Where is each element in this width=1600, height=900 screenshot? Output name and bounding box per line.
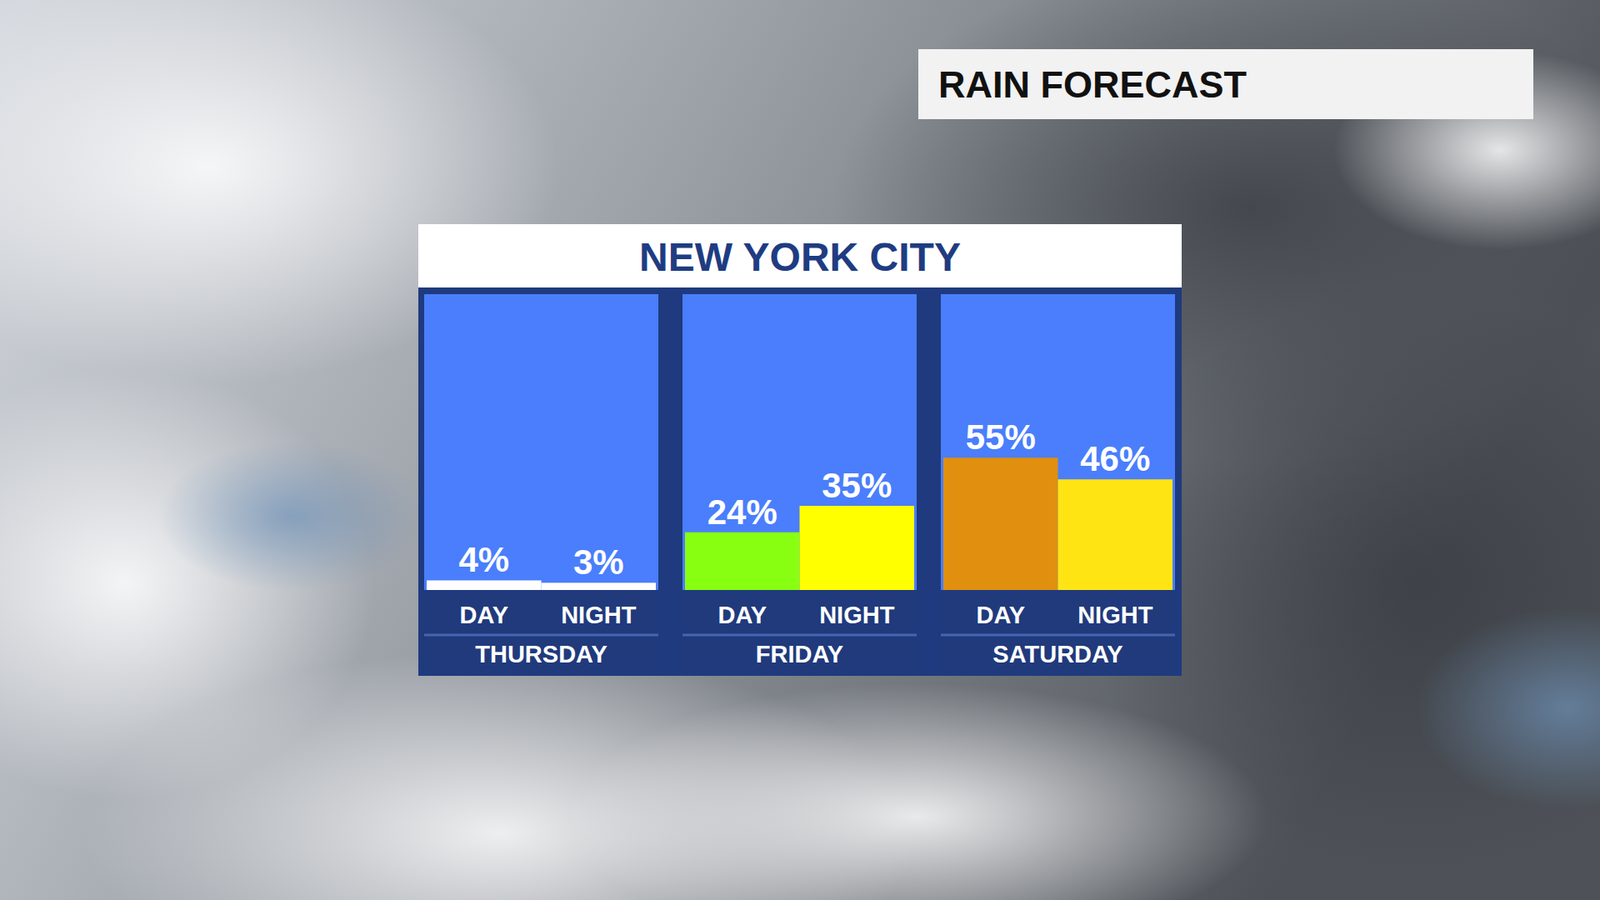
x-axis: DAY NIGHT [685, 590, 915, 630]
data-label: 55% [965, 417, 1036, 457]
axis-line [685, 590, 915, 591]
separator [424, 634, 659, 637]
background [0, 0, 1600, 900]
x-axis: DAY NIGHT [427, 590, 657, 630]
bar [943, 457, 1059, 590]
tick: DAY [459, 601, 509, 629]
tick: NIGHT [1077, 601, 1154, 629]
label-row [424, 591, 659, 671]
plot-area [682, 294, 917, 590]
plot-area [424, 294, 659, 590]
cloud [158, 441, 425, 592]
label-row [682, 591, 917, 671]
plot-area [940, 294, 1175, 590]
title: NEW YORK CITY [639, 235, 961, 280]
bar [685, 532, 800, 590]
tick-label: DAY [459, 601, 509, 629]
axis-line [427, 590, 657, 591]
group-label: SATURDAY [992, 640, 1123, 668]
axis-line [944, 590, 1174, 591]
tick-label: NIGHT [819, 601, 895, 629]
bars [426, 457, 1173, 590]
tick: DAY [717, 601, 767, 629]
tick-label: DAY [975, 601, 1025, 629]
bar [541, 582, 657, 590]
group-label: FRIDAY [755, 640, 844, 668]
tick: NIGHT [819, 601, 895, 629]
separator [682, 634, 917, 637]
bar [800, 505, 915, 590]
tick: DAY [975, 601, 1025, 629]
group-label: THURSDAY [475, 640, 607, 668]
chart: RAIN FORECAST NEW YORK CITY DAY NIGHT THURSD… [0, 0, 1600, 900]
separator [940, 634, 1175, 637]
data-label: 3% [573, 542, 625, 582]
header: RAIN FORECAST [938, 63, 1247, 106]
tick-label: NIGHT [1077, 601, 1154, 629]
data-label: 4% [458, 540, 510, 580]
title-box [418, 224, 1182, 288]
cloud [1416, 608, 1600, 809]
data-label: 35% [821, 465, 892, 505]
panel-frame [418, 287, 1182, 676]
label-row [940, 591, 1175, 671]
x-axis: DAY NIGHT [944, 590, 1174, 630]
bar [426, 580, 542, 590]
header-box [918, 49, 1534, 120]
panels [424, 294, 1175, 671]
cloud [566, 683, 1267, 900]
bar [1058, 479, 1174, 590]
data-label: 24% [707, 492, 778, 532]
tick-label: DAY [717, 601, 767, 629]
tick: NIGHT [560, 601, 637, 629]
data-label: 46% [1080, 439, 1150, 479]
labels: DAY NIGHT THURSDAY 4% 3% DAY NIGHT FRIDAY 24% 35%… [427, 417, 1174, 668]
tick-label: NIGHT [560, 601, 637, 629]
